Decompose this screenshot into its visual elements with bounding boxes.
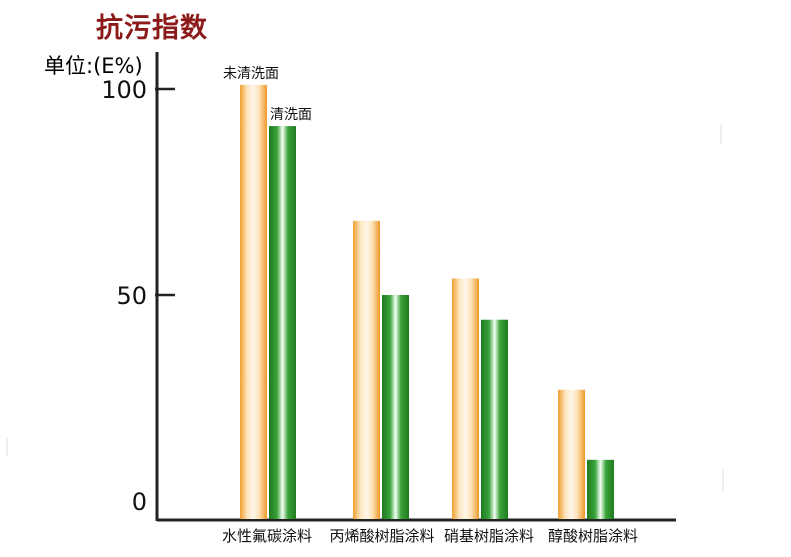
series-label: 清洗面 [270,107,312,123]
bars [240,84,614,519]
x-tick-label: 硝基树脂涂料 [444,527,534,545]
bar-uncleaned [452,278,479,519]
bar-cleaned [587,459,614,519]
y-axis-label: 单位:(E%) [44,54,143,78]
chart-title: 抗污指数 [96,13,208,44]
y-ticks: 0 50 100 [101,76,175,516]
x-tick-label: 丙烯酸树脂涂料 [329,527,434,545]
bar-uncleaned [240,84,267,519]
bar-cleaned [269,126,296,519]
bar-uncleaned [353,220,380,519]
bar-cleaned [382,295,409,519]
bar-cleaned [481,319,508,519]
x-tick-label: 水性氟碳涂料 [222,527,312,545]
bar-uncleaned [558,389,585,519]
series-label: 未清洗面 [223,66,279,82]
x-tick-label: 醇酸树脂涂料 [548,527,638,545]
background-watermark [6,124,724,492]
x-tick-labels: 水性氟碳涂料 丙烯酸树脂涂料 硝基树脂涂料 醇酸树脂涂料 [222,527,638,545]
y-tick-label: 100 [101,76,147,104]
y-tick-label: 50 [116,282,147,310]
y-tick-label: 0 [132,488,147,516]
